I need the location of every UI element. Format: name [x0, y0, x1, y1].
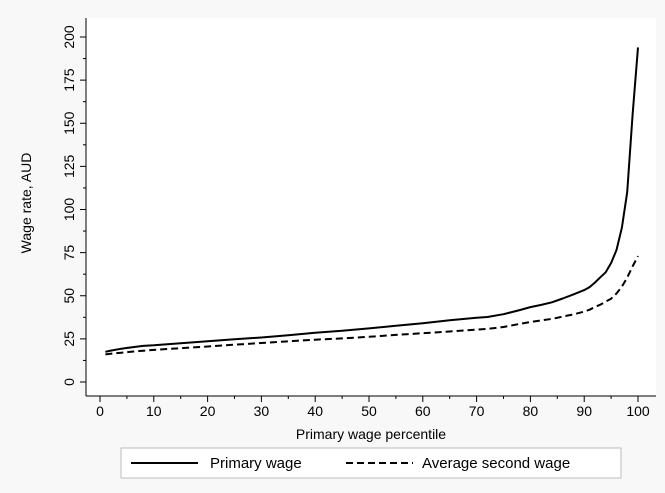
x-tick-label: 40	[307, 403, 323, 419]
y-axis: 0 25 50 75 100 125 150 175 200	[61, 18, 87, 396]
x-tick-label: 20	[200, 403, 216, 419]
y-tick-label: 150	[61, 111, 77, 135]
x-tick-label: 50	[361, 403, 377, 419]
legend-label-average-second-wage: Average second wage	[422, 455, 570, 472]
x-tick-label: 10	[146, 403, 162, 419]
y-tick-label: 25	[61, 331, 77, 347]
y-tick-label: 50	[61, 288, 77, 304]
x-tick-label: 70	[469, 403, 485, 419]
y-tick-label: 0	[61, 378, 77, 386]
y-tick-label: 100	[61, 198, 77, 222]
legend-label-primary-wage: Primary wage	[210, 455, 302, 472]
x-tick-label: 100	[626, 403, 650, 419]
legend: Primary wage Average second wage	[120, 447, 622, 479]
x-tick-label: 80	[523, 403, 539, 419]
series-lines	[105, 47, 639, 356]
plot-panel	[86, 18, 656, 396]
y-tick-label: 175	[61, 68, 77, 92]
x-tick-label: 60	[415, 403, 431, 419]
x-axis: 0 10 20 30 40 50 60 70 80 90 100	[86, 395, 656, 419]
x-tick-label: 90	[576, 403, 592, 419]
x-tick-label: 0	[96, 403, 104, 419]
y-axis-title: Wage rate, AUD	[18, 153, 34, 254]
y-tick-label: 200	[61, 25, 77, 49]
y-tick-label: 125	[61, 154, 77, 178]
x-tick-label: 30	[254, 403, 270, 419]
legend-box	[120, 447, 622, 479]
y-tick-label: 75	[61, 245, 77, 261]
x-axis-title: Primary wage percentile	[296, 426, 446, 442]
series-line-primary-wage	[105, 47, 639, 353]
